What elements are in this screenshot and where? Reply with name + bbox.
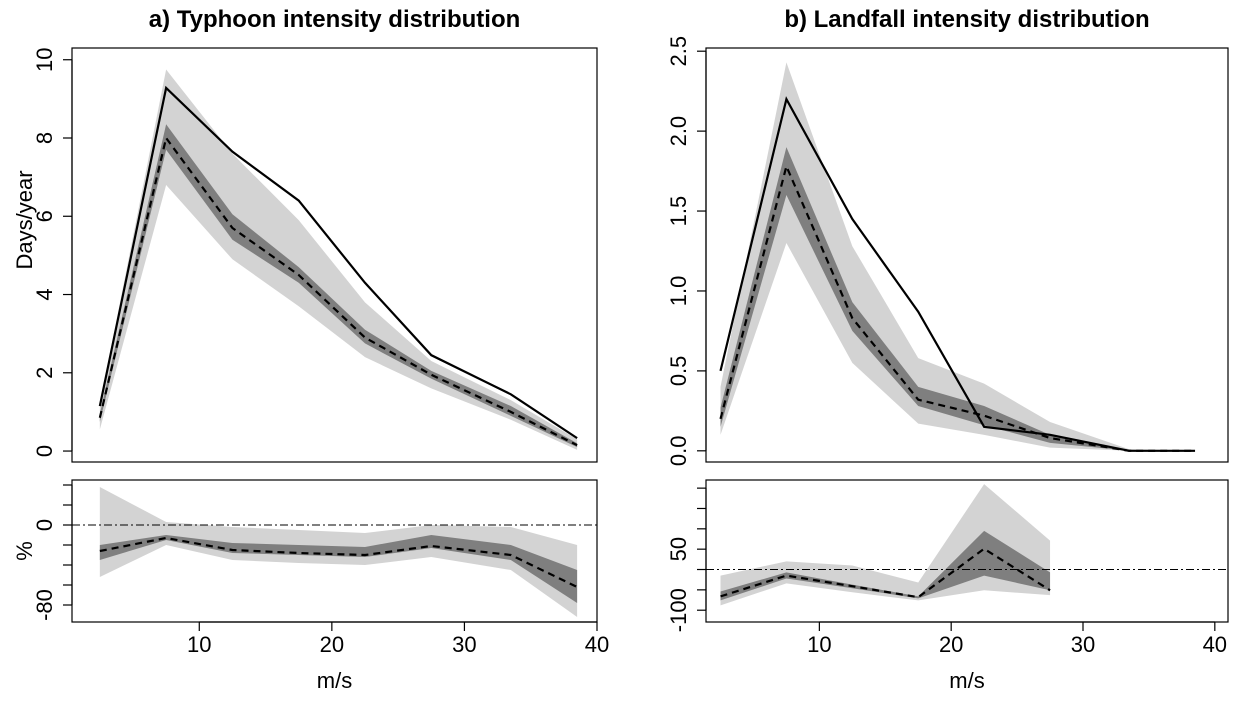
x-axis-label: m/s	[949, 668, 984, 693]
x-tick-label: 40	[1203, 632, 1227, 657]
y-tick-label: 6	[32, 210, 57, 222]
line	[99, 536, 578, 588]
y-tick-label: 0	[32, 445, 57, 457]
y-tick-label: 1.5	[666, 196, 691, 227]
y-tick-label: 2.5	[666, 36, 691, 67]
y-axis-label: %	[12, 541, 37, 561]
y-axis-label: Days/year	[12, 170, 37, 269]
x-tick-label: 20	[320, 632, 344, 657]
y-tick-label: 2.0	[666, 116, 691, 147]
x-tick-label: 10	[807, 632, 831, 657]
x-tick-label: 30	[1071, 632, 1095, 657]
band	[99, 69, 578, 450]
line	[98, 85, 578, 440]
line	[720, 547, 1051, 599]
x-tick-label: 20	[939, 632, 963, 657]
x-tick-label: 10	[187, 632, 211, 657]
y-tick-label: 1.0	[666, 276, 691, 307]
y-tick-label: 0.0	[666, 436, 691, 467]
line	[98, 135, 578, 447]
band	[99, 535, 578, 603]
y-tick-label: 50	[666, 537, 691, 561]
y-tick-label: 2	[32, 367, 57, 379]
y-tick-label: 4	[32, 288, 57, 300]
y-tick-label: 0	[32, 519, 57, 531]
x-tick-label: 30	[452, 632, 476, 657]
band	[720, 62, 1196, 451]
y-tick-label: -80	[32, 589, 57, 621]
y-tick-label: 0.5	[666, 356, 691, 387]
x-axis-label: m/s	[317, 668, 352, 693]
band	[720, 147, 1196, 451]
y-tick-label: -100	[666, 588, 691, 632]
band	[99, 124, 578, 448]
chart-title: b) Landfall intensity distribution	[784, 6, 1149, 33]
band	[720, 530, 1051, 601]
x-tick-label: 40	[585, 632, 609, 657]
line	[719, 162, 1196, 452]
y-tick-label: 8	[32, 132, 57, 144]
chart-title: a) Typhoon intensity distribution	[149, 6, 521, 33]
y-tick-label: 10	[32, 47, 57, 71]
